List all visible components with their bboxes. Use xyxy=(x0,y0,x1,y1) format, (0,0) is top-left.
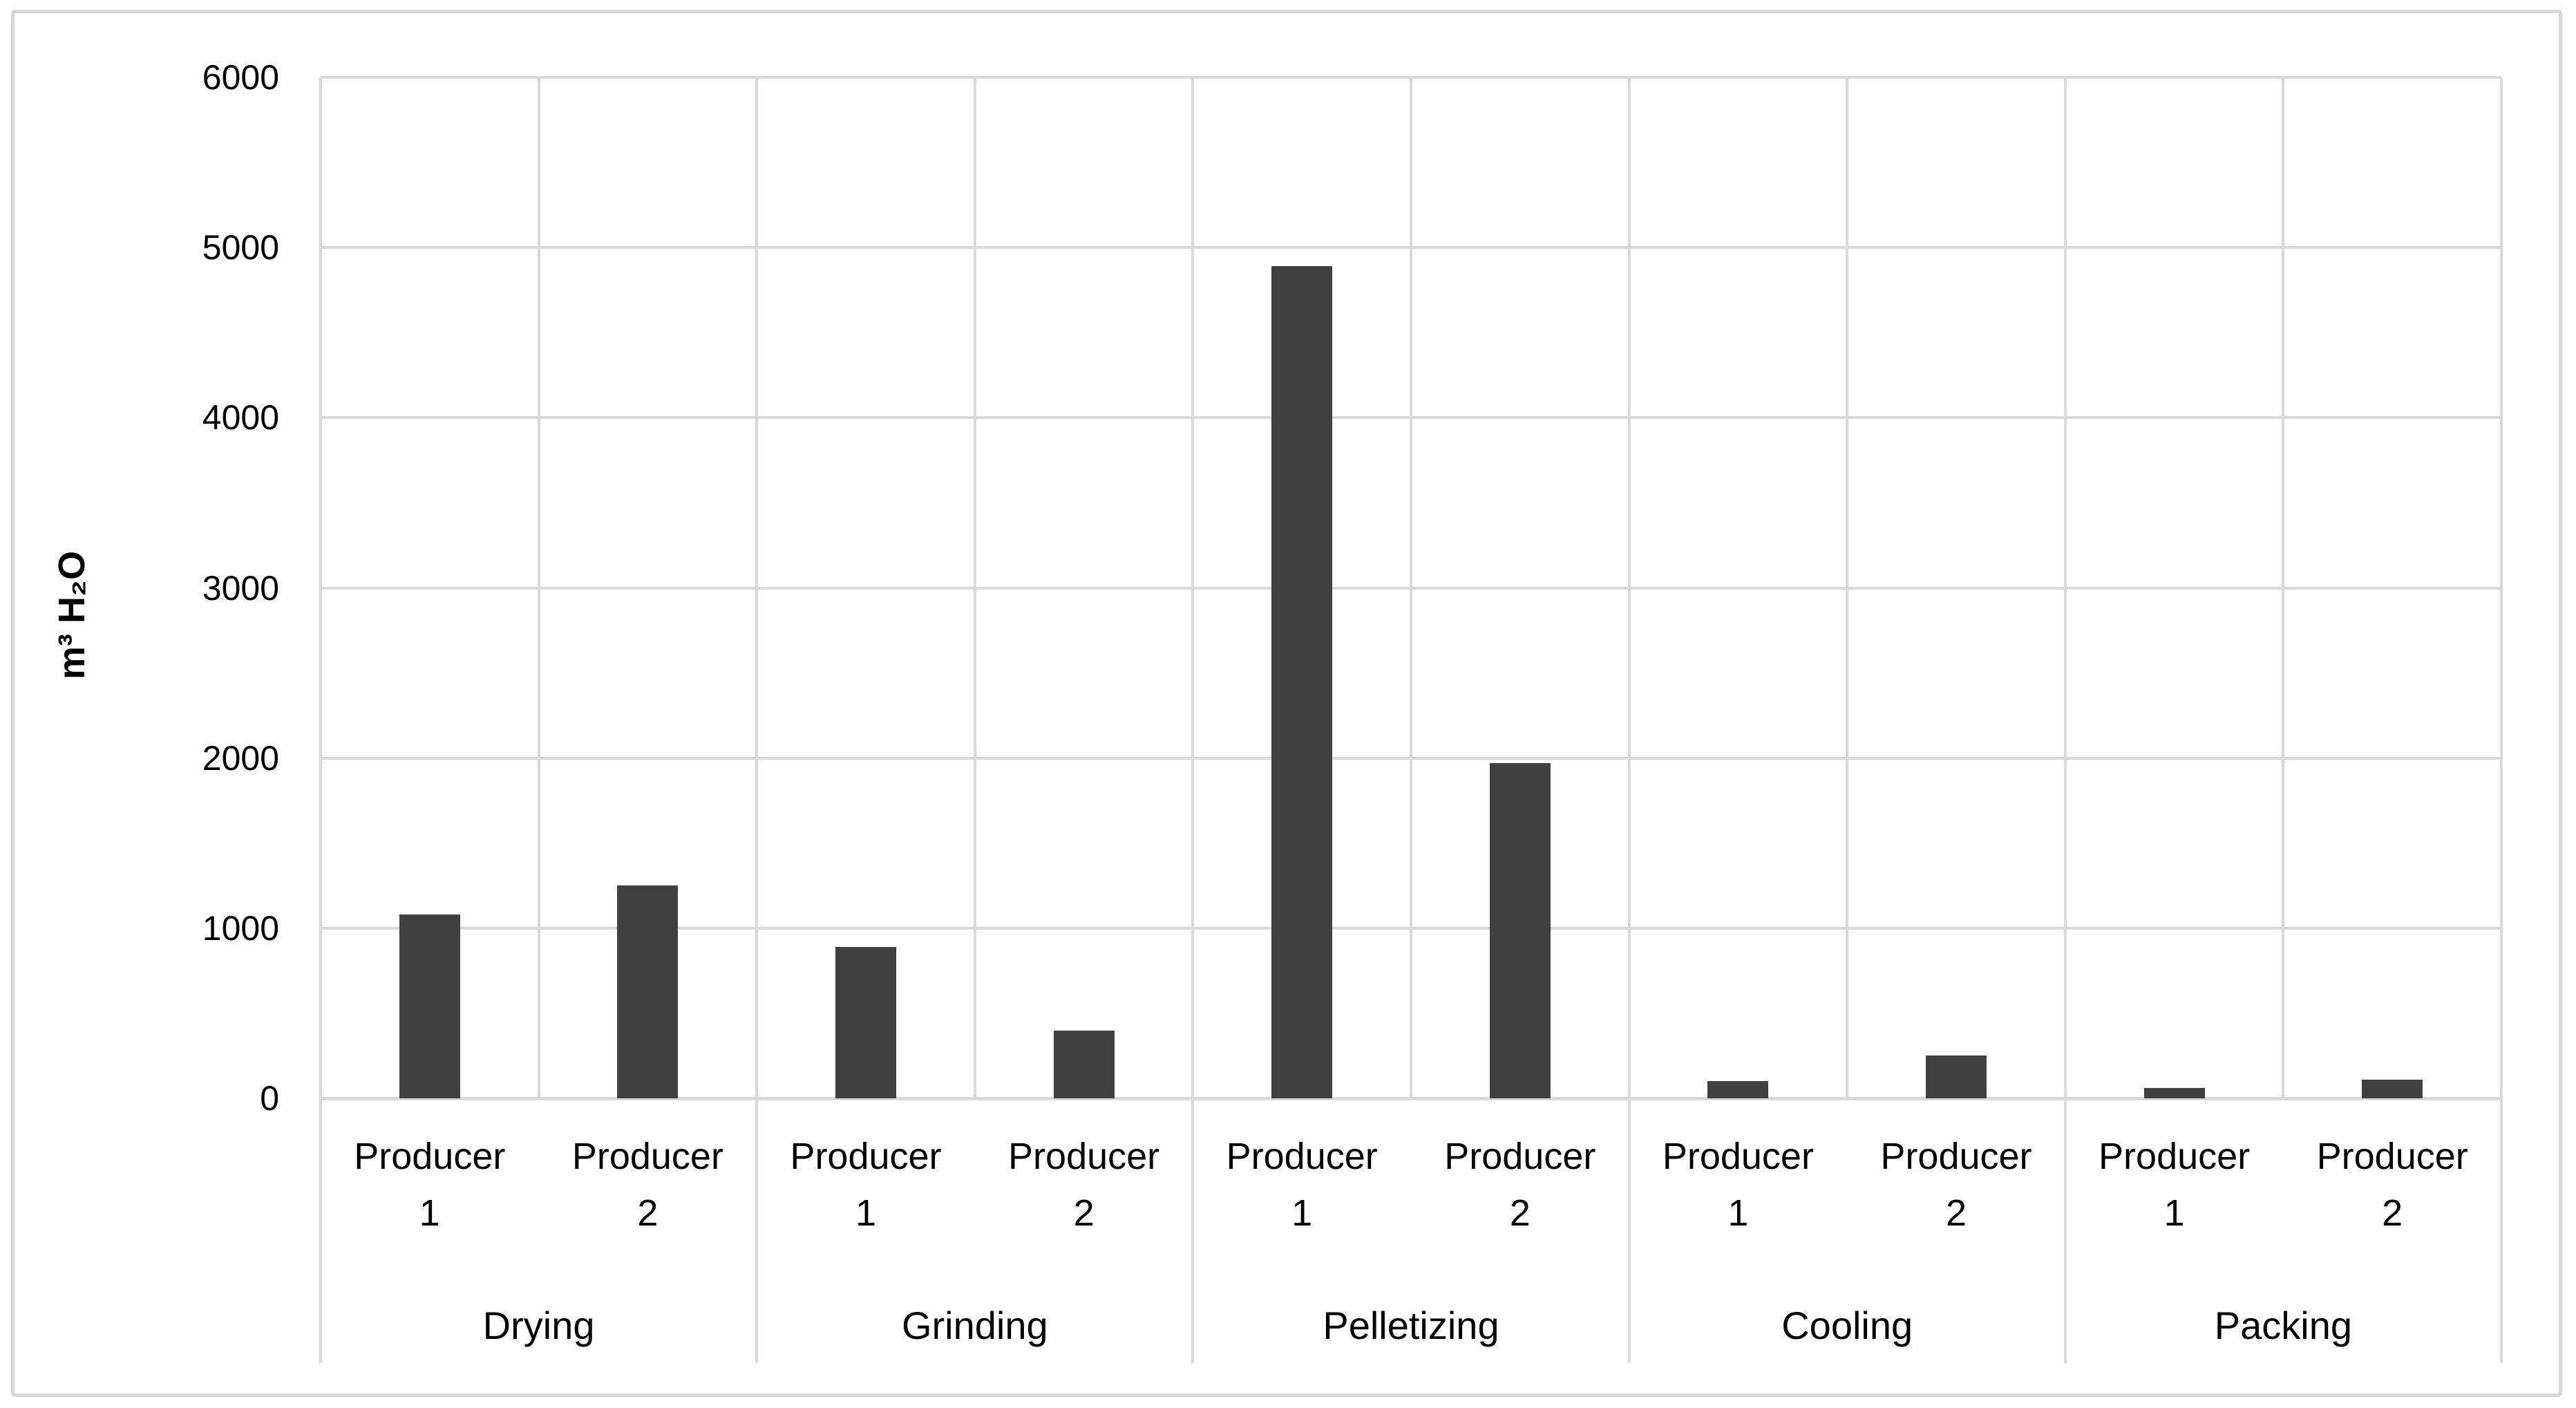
x-gridline xyxy=(1846,77,1849,1098)
bar-drying-producer-1 xyxy=(399,914,460,1098)
producer-label-line2: 2 xyxy=(637,1192,659,1234)
x-axis-category-label: Drying xyxy=(482,1304,595,1347)
producer-label-line1: Producer xyxy=(354,1136,506,1177)
x-axis-producer-label: Producer 1 xyxy=(757,1128,975,1241)
bar-packing-producer-2 xyxy=(2362,1079,2423,1098)
x-axis-producer-label: Producer 2 xyxy=(1411,1128,1629,1241)
bar-pelletizing-producer-2 xyxy=(1489,763,1551,1098)
x-axis-producer-label: Producer 1 xyxy=(1629,1128,1848,1241)
plot-area xyxy=(319,76,2503,1363)
chart-border xyxy=(11,10,2562,1397)
bar-grinding-producer-2 xyxy=(1053,1030,1115,1098)
bar-pelletizing-producer-1 xyxy=(1271,266,1333,1098)
y-tick-label: 2000 xyxy=(202,738,279,778)
producer-label-line1: Producer xyxy=(2316,1136,2468,1177)
x-axis-producer-label: Producer 2 xyxy=(539,1128,757,1241)
producer-label-line1: Producer xyxy=(1008,1136,1160,1177)
producer-label-line1: Producer xyxy=(1880,1136,2032,1177)
x-gridline xyxy=(1410,77,1412,1098)
bar-cooling-producer-1 xyxy=(1707,1081,1769,1098)
category-separator-line xyxy=(2500,77,2503,1363)
category-separator-line xyxy=(1191,77,1195,1363)
producer-label-line1: Producer xyxy=(1226,1136,1378,1177)
y-tick-label: 6000 xyxy=(202,58,279,97)
producer-label-line2: 2 xyxy=(1945,1192,1967,1234)
bar-packing-producer-1 xyxy=(2143,1088,2205,1098)
bar-drying-producer-2 xyxy=(617,885,679,1098)
x-axis-producer-label: Producer 1 xyxy=(2065,1128,2284,1241)
y-tick-label: 3000 xyxy=(202,568,279,608)
producer-label-line2: 2 xyxy=(2382,1192,2403,1234)
producer-label-line2: 1 xyxy=(855,1192,876,1234)
x-gridline xyxy=(973,77,976,1098)
producer-label-line1: Producer xyxy=(1444,1136,1596,1177)
category-separator-line xyxy=(755,77,759,1363)
category-separator-line xyxy=(2063,77,2067,1363)
producer-label-line2: 2 xyxy=(1509,1192,1531,1234)
y-tick-label: 0 xyxy=(260,1079,279,1118)
category-separator-line xyxy=(319,77,322,1363)
x-gridline xyxy=(2282,77,2285,1098)
producer-label-line2: 1 xyxy=(1291,1192,1313,1234)
x-axis-producer-label: Producer 1 xyxy=(321,1128,539,1241)
category-separator-line xyxy=(1627,77,1631,1363)
x-axis-category-label: Pelletizing xyxy=(1323,1304,1499,1347)
producer-label-line2: 2 xyxy=(1073,1192,1095,1234)
x-axis-category-label: Grinding xyxy=(901,1304,1048,1347)
y-tick-label: 1000 xyxy=(202,908,279,948)
producer-label-line1: Producer xyxy=(1662,1136,1814,1177)
producer-label-line2: 1 xyxy=(1727,1192,1749,1234)
bar-cooling-producer-2 xyxy=(1926,1055,1987,1098)
producer-label-line1: Producer xyxy=(790,1136,942,1177)
bar-grinding-producer-1 xyxy=(835,946,896,1098)
x-axis-producer-label: Producer 2 xyxy=(1847,1128,2065,1241)
x-axis-producer-label: Producer 2 xyxy=(975,1128,1193,1241)
y-tick-label: 4000 xyxy=(202,398,279,438)
x-axis-producer-label: Producer 1 xyxy=(1193,1128,1411,1241)
x-axis-line xyxy=(321,1097,2501,1100)
x-axis-category-label: Packing xyxy=(2214,1304,2352,1347)
x-axis-category-label: Cooling xyxy=(1781,1304,1913,1347)
producer-label-line1: Producer xyxy=(571,1136,723,1177)
x-gridline xyxy=(537,77,540,1098)
producer-label-line1: Producer xyxy=(2099,1136,2251,1177)
producer-label-line2: 1 xyxy=(2163,1192,2185,1234)
x-axis-producer-label: Producer 2 xyxy=(2283,1128,2501,1241)
producer-label-line2: 1 xyxy=(419,1192,440,1234)
y-tick-label: 5000 xyxy=(202,228,279,267)
